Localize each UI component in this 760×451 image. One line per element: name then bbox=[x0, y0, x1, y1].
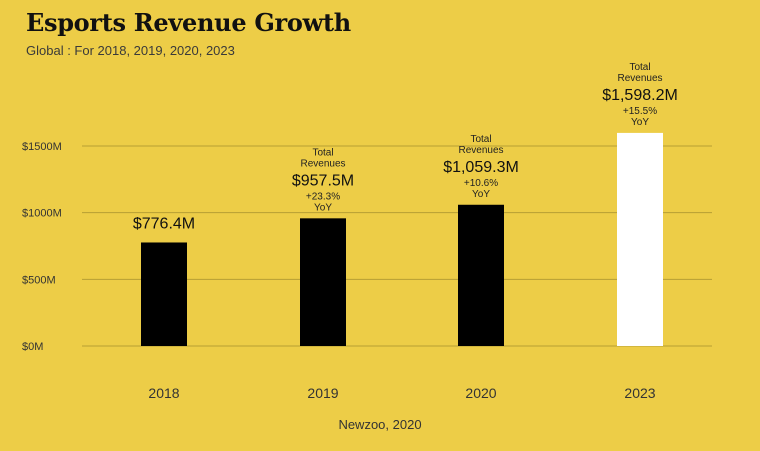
chart-title: Esports Revenue Growth bbox=[26, 8, 351, 37]
bar-2018 bbox=[141, 242, 187, 346]
y-tick-label: $500M bbox=[22, 274, 56, 286]
total-revenues-label: Revenues bbox=[458, 145, 503, 156]
yoy-label: YoY bbox=[631, 117, 649, 128]
total-revenues-label: Total bbox=[312, 147, 333, 158]
x-tick-label: 2023 bbox=[624, 385, 655, 401]
y-tick-label: $1500M bbox=[22, 141, 62, 153]
value-label: $776.4M bbox=[133, 215, 195, 232]
yoy-label: +23.3% bbox=[306, 191, 340, 202]
source-note: Newzoo, 2020 bbox=[338, 417, 422, 432]
value-label: $957.5M bbox=[292, 172, 354, 189]
bar-2019 bbox=[300, 218, 346, 346]
total-revenues-label: Revenues bbox=[617, 73, 662, 84]
data-labels: $776.4MYoY+23.3%$957.5MRevenuesTotalYoY+… bbox=[133, 62, 678, 233]
value-label: $1,598.2M bbox=[602, 87, 678, 104]
yoy-label: YoY bbox=[472, 189, 490, 200]
total-revenues-label: Revenues bbox=[300, 158, 345, 169]
x-tick-label: 2018 bbox=[148, 385, 179, 401]
bar-2023 bbox=[617, 132, 663, 346]
y-axis-ticks: $0M $500M $1000M $1500M bbox=[22, 141, 62, 353]
y-tick-label: $0M bbox=[22, 341, 43, 353]
x-tick-label: 2020 bbox=[465, 385, 496, 401]
x-tick-label: 2019 bbox=[307, 385, 338, 401]
chart-subtitle: Global : For 2018, 2019, 2020, 2023 bbox=[26, 43, 235, 58]
value-label: $1,059.3M bbox=[443, 159, 519, 176]
yoy-label: +15.5% bbox=[623, 106, 657, 117]
y-tick-label: $1000M bbox=[22, 208, 62, 220]
total-revenues-label: Total bbox=[629, 62, 650, 73]
x-axis-labels: 2018 2019 2020 2023 bbox=[148, 385, 655, 401]
yoy-label: +10.6% bbox=[464, 178, 498, 189]
bars bbox=[141, 132, 663, 346]
total-revenues-label: Total bbox=[470, 134, 491, 145]
bar-2020 bbox=[458, 204, 504, 346]
yoy-label: YoY bbox=[314, 202, 332, 213]
